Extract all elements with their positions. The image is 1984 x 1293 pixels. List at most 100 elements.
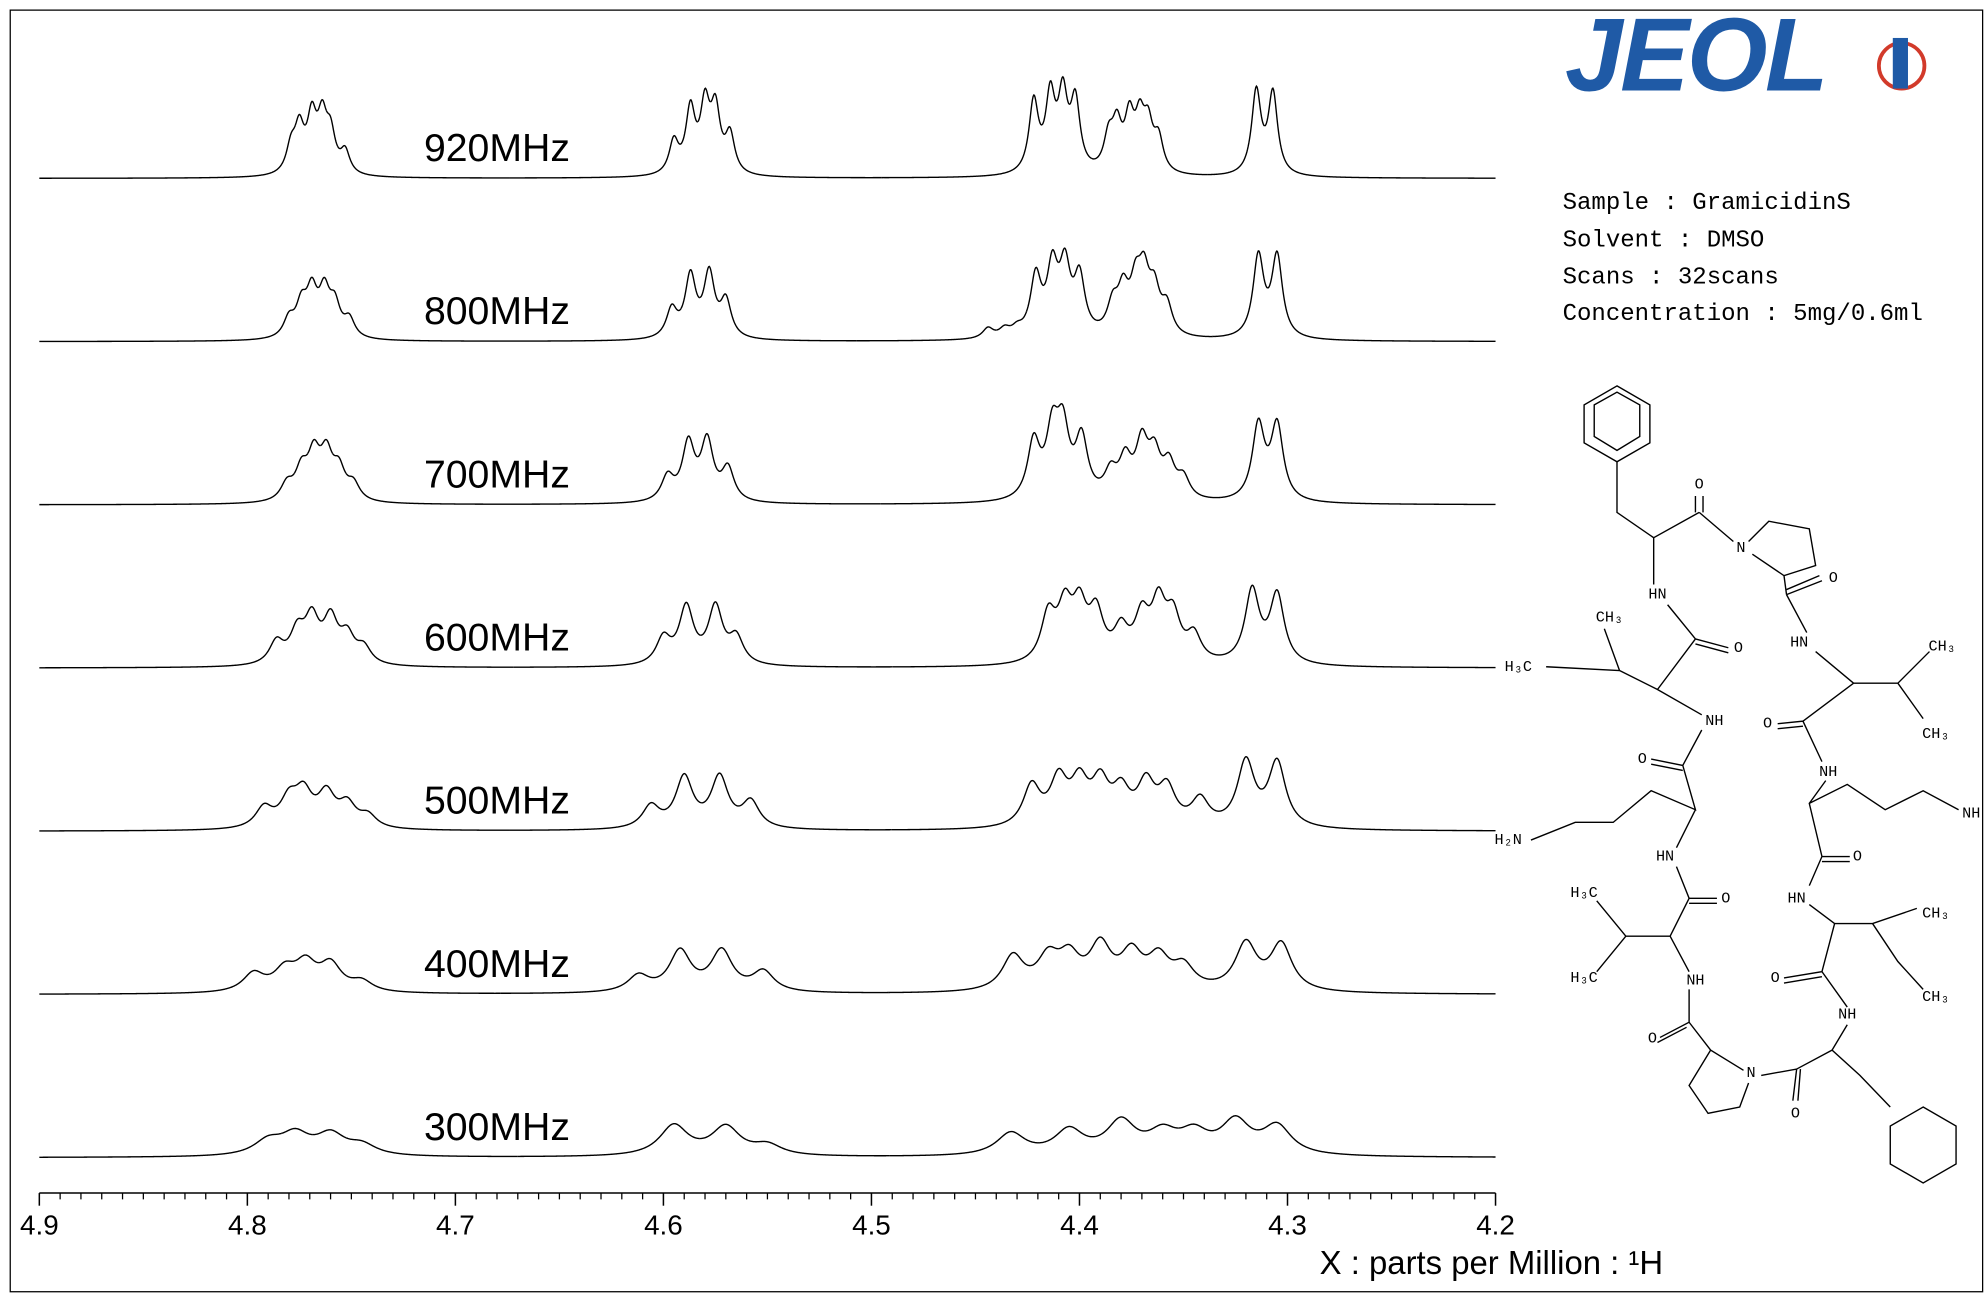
atom-label: NH: [1838, 1006, 1856, 1024]
sample-info: Solvent : DMSO: [1563, 228, 1765, 255]
spectrum-segment: [1182, 626, 1224, 656]
spectrum-segment: [880, 431, 1044, 505]
series-label: 920MHz: [424, 126, 570, 170]
spectrum-segment: [328, 287, 343, 313]
spectrum-segment: [500, 972, 660, 994]
atom-label: H₂N: [1495, 831, 1522, 849]
atom-label: O: [1763, 715, 1772, 733]
spectrum-segment: [881, 94, 1043, 179]
series-label: 700MHz: [424, 452, 570, 496]
spectrum-segment: [341, 311, 511, 342]
spectrum-segment: [1139, 250, 1150, 269]
atom-label: H₃C: [1570, 884, 1597, 902]
spectrum-segment: [39, 307, 296, 343]
atom-label: O: [1734, 639, 1743, 657]
spectrum-segment: [294, 287, 308, 308]
spectrum-segment: [710, 92, 724, 133]
spectrum-segment: [699, 1123, 747, 1141]
spectrum-segment: [294, 113, 306, 126]
spectrum-segment: [1134, 98, 1145, 112]
ring: [1889, 1106, 1957, 1184]
x-tick-label: 4.6: [644, 1210, 683, 1241]
spectrum-segment: [286, 617, 306, 640]
spectrum-segment: [1117, 272, 1130, 286]
spectrum-segment: [318, 957, 347, 977]
spectrum-segment: [39, 636, 288, 669]
atom-label: HN: [1648, 586, 1666, 604]
sample-info: Sample : GramicidinS: [1563, 190, 1851, 217]
spectrum-segment: [1108, 616, 1132, 632]
atom-label: O: [1638, 750, 1647, 768]
spectrum-segment: [314, 784, 338, 799]
spectrum-segment: [1143, 104, 1154, 126]
spectrum-segment: [1128, 254, 1141, 280]
atom-label: NH: [1686, 972, 1704, 990]
spectrum-segment: [306, 276, 319, 289]
spectrum-segment: [510, 303, 682, 342]
spectrum-segment: [700, 947, 743, 976]
atom-label: O: [1771, 969, 1780, 987]
spectrum-segment: [513, 631, 676, 668]
spectrum-segment: [316, 98, 328, 112]
spectrum-segment: [345, 974, 501, 994]
spectrum-segment: [1256, 1121, 1496, 1158]
spectrum-segment: [517, 1122, 700, 1158]
spectrum-segment: [39, 125, 296, 179]
spectrum-segment: [1263, 939, 1496, 995]
series-label: 400MHz: [424, 942, 570, 986]
atom-label: N: [1736, 539, 1745, 557]
spectrum-segment: [716, 293, 857, 342]
x-tick-label: 4.5: [852, 1210, 891, 1241]
spectrum-segment: [510, 470, 679, 505]
atom-label: N: [1747, 1064, 1756, 1082]
spectrum-segment: [1220, 417, 1268, 499]
ring: [1593, 391, 1641, 452]
atom-label: HN: [1656, 848, 1674, 866]
spectrum-segment: [697, 87, 711, 123]
spectrum-segment: [1133, 771, 1157, 791]
atom-label: O: [1721, 889, 1730, 907]
sample-info: Scans : 32scans: [1563, 264, 1779, 291]
spectrum-segment: [674, 601, 701, 636]
spectrum-segment: [1267, 417, 1496, 506]
x-tick-label: 4.9: [20, 1210, 59, 1241]
spectrum-segment: [336, 796, 358, 810]
spectrum-segment: [1141, 1123, 1179, 1132]
structure: O N O HN CH₃ O H₃C HN CH₃ NH O CH₃ O NH H₂N NH HN O H₃C O HN…: [1495, 385, 1980, 1184]
x-tick-label: 4.8: [228, 1210, 267, 1241]
spectrum-segment: [39, 1132, 282, 1158]
spectrum-segment: [1147, 436, 1163, 456]
spectrum-segment: [276, 784, 297, 807]
spectrum-segment: [746, 1139, 890, 1157]
spectrum-segment: [1071, 264, 1097, 321]
spectrum-segment: [1264, 86, 1496, 179]
spectrum-segment: [1152, 124, 1208, 176]
spectrum-segment: [1207, 84, 1266, 176]
atom-label: CH₃: [1922, 904, 1949, 922]
atom-label: O: [1648, 1030, 1657, 1048]
spectrum-segment: [1156, 777, 1184, 807]
frame: [9, 9, 1984, 1293]
spectrum-segment: [1170, 957, 1215, 980]
spectrum-segment: [1068, 87, 1093, 160]
atom-label: CH₃: [1922, 988, 1949, 1006]
spectrum-segment: [1041, 79, 1057, 126]
spectrum-segment: [269, 960, 296, 975]
spectrum-segment: [320, 438, 334, 454]
spectrum-segment: [701, 772, 736, 806]
spectrum-segment: [892, 602, 1058, 668]
spectrum-segment: [1094, 1116, 1143, 1138]
spectrum-segment: [1058, 943, 1085, 957]
atom-label: H₃C: [1570, 969, 1597, 987]
spectrum-segment: [345, 1137, 518, 1158]
spectrum-segment: [1214, 1115, 1257, 1131]
spectrum-segment: [1117, 446, 1135, 462]
logo: JEOL: [1565, 0, 1927, 113]
series-label: 800MHz: [424, 289, 570, 333]
spectrum-segment: [667, 772, 702, 809]
spectrum-segment: [39, 802, 277, 832]
spectrum-segment: [1183, 793, 1224, 812]
spectrum-segment: [1160, 292, 1213, 338]
spectrum-segment: [1069, 767, 1090, 780]
spectrum-segment: [338, 624, 357, 640]
